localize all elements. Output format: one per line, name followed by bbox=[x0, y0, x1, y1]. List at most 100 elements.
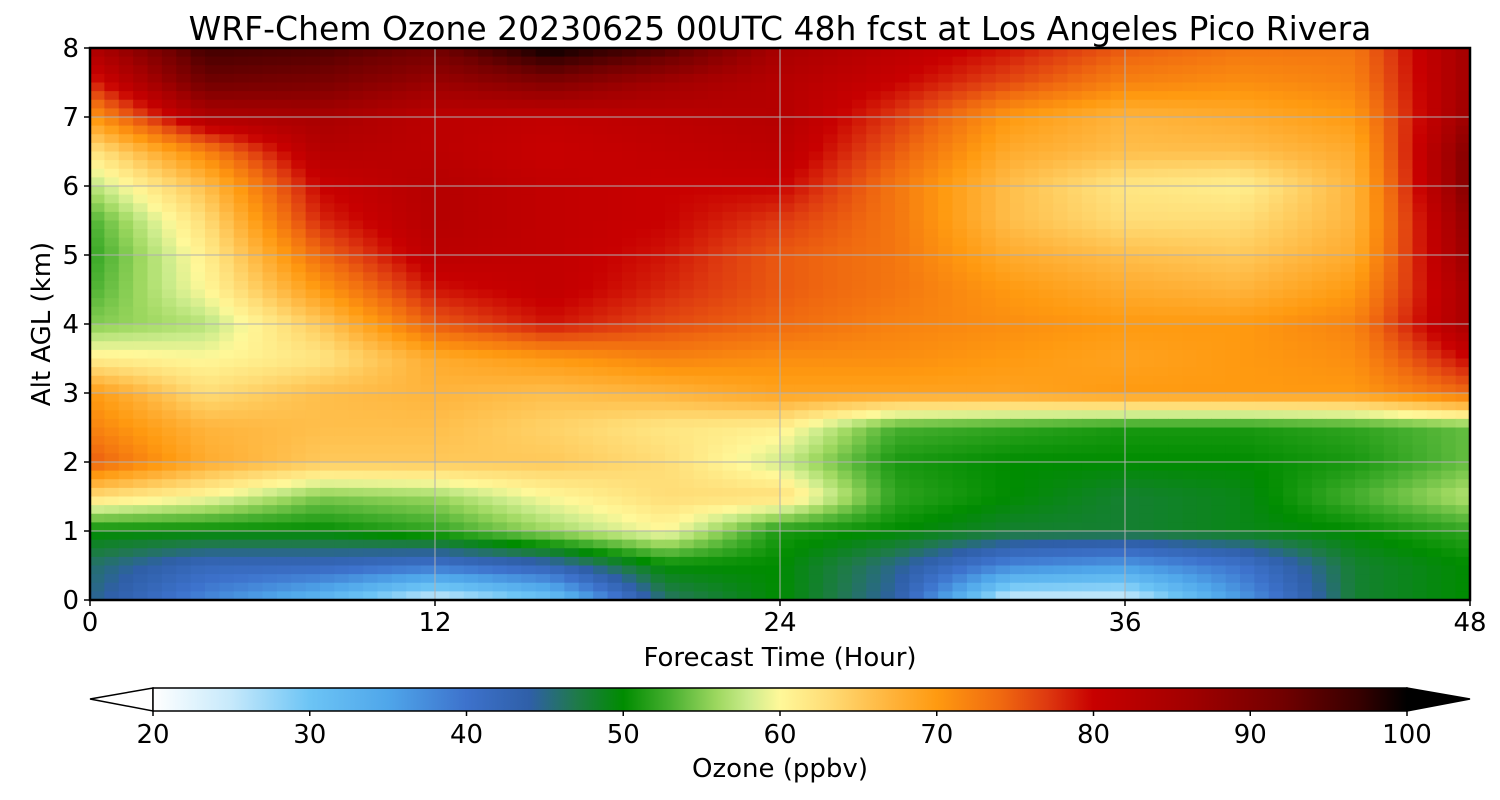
heatmap-cell bbox=[1355, 306, 1370, 316]
heatmap-cell bbox=[1311, 341, 1327, 351]
heatmap-cell bbox=[435, 186, 450, 196]
heatmap-cell bbox=[938, 401, 954, 411]
heatmap-cell bbox=[1383, 220, 1399, 230]
heatmap-cell bbox=[966, 462, 982, 472]
heatmap-cell bbox=[765, 125, 781, 135]
heatmap-cell bbox=[348, 393, 364, 403]
heatmap-cell bbox=[521, 73, 537, 84]
heatmap-cell bbox=[1455, 375, 1470, 385]
heatmap-cell bbox=[1168, 315, 1184, 325]
heatmap-cell bbox=[363, 142, 379, 153]
heatmap-cell bbox=[722, 487, 738, 498]
heatmap-cell bbox=[880, 280, 896, 291]
heatmap-cell bbox=[435, 160, 450, 170]
heatmap-cell bbox=[708, 401, 724, 411]
heatmap-cell bbox=[1182, 177, 1198, 187]
heatmap-cell bbox=[90, 487, 105, 498]
heatmap-cell bbox=[492, 367, 508, 377]
heatmap-cell bbox=[578, 401, 594, 411]
heatmap-cell bbox=[90, 108, 105, 118]
heatmap-cell bbox=[650, 168, 666, 178]
heatmap-cell bbox=[1225, 151, 1241, 161]
heatmap-cell bbox=[607, 418, 623, 429]
heatmap-cell bbox=[1067, 410, 1083, 420]
heatmap-cell bbox=[708, 220, 724, 230]
heatmap-cell bbox=[851, 82, 867, 92]
heatmap-cell bbox=[693, 177, 709, 187]
heatmap-cell bbox=[578, 117, 594, 127]
heatmap-cell bbox=[104, 436, 120, 446]
heatmap-cell bbox=[291, 246, 307, 256]
heatmap-cell bbox=[578, 142, 594, 153]
heatmap-cell bbox=[866, 315, 882, 325]
heatmap-cell bbox=[966, 384, 982, 394]
heatmap-cell bbox=[736, 358, 752, 368]
heatmap-cell bbox=[521, 349, 537, 360]
heatmap-cell bbox=[1196, 56, 1212, 66]
heatmap-cell bbox=[966, 117, 982, 127]
heatmap-cell bbox=[363, 99, 379, 109]
heatmap-cell bbox=[348, 220, 364, 230]
heatmap-cell bbox=[133, 117, 149, 127]
heatmap-cell bbox=[248, 134, 264, 144]
heatmap-cell bbox=[794, 418, 810, 429]
heatmap-cell bbox=[1196, 272, 1212, 282]
heatmap-cell bbox=[823, 117, 839, 127]
heatmap-cell bbox=[823, 263, 839, 273]
heatmap-cell bbox=[1412, 298, 1428, 308]
heatmap-cell bbox=[1340, 315, 1356, 325]
heatmap-cell bbox=[406, 393, 422, 403]
heatmap-cell bbox=[1067, 237, 1083, 247]
heatmap-cell bbox=[1412, 151, 1428, 161]
heatmap-cell bbox=[463, 393, 479, 403]
heatmap-cell bbox=[895, 306, 910, 316]
heatmap-cell bbox=[708, 470, 724, 480]
heatmap-cell bbox=[1211, 160, 1227, 170]
heatmap-cell bbox=[708, 255, 724, 265]
heatmap-cell bbox=[1139, 410, 1155, 420]
heatmap-cell bbox=[449, 332, 465, 342]
heatmap-cell bbox=[851, 272, 867, 282]
heatmap-cell bbox=[909, 384, 925, 394]
heatmap-cell bbox=[593, 48, 609, 58]
heatmap-cell bbox=[521, 99, 537, 109]
heatmap-cell bbox=[118, 255, 134, 265]
heatmap-cell bbox=[1153, 229, 1169, 239]
heatmap-cell bbox=[1268, 358, 1284, 368]
heatmap-cell bbox=[406, 298, 422, 308]
heatmap-cell bbox=[636, 427, 652, 437]
heatmap-cell bbox=[1067, 280, 1083, 291]
heatmap-cell bbox=[966, 160, 982, 170]
heatmap-cell bbox=[262, 160, 278, 170]
heatmap-cell bbox=[1038, 358, 1054, 368]
heatmap-cell bbox=[722, 393, 738, 403]
heatmap-cell bbox=[1369, 410, 1385, 420]
heatmap-cell bbox=[851, 332, 867, 342]
heatmap-cell bbox=[1398, 453, 1414, 463]
heatmap-cell bbox=[895, 401, 910, 411]
heatmap-cell bbox=[1211, 375, 1227, 385]
heatmap-cell bbox=[1398, 125, 1414, 135]
heatmap-cell bbox=[564, 220, 580, 230]
heatmap-cell bbox=[463, 73, 479, 84]
heatmap-cell bbox=[1268, 375, 1284, 385]
heatmap-cell bbox=[923, 332, 939, 342]
heatmap-cell bbox=[1081, 125, 1097, 135]
heatmap-cell bbox=[1038, 246, 1054, 256]
heatmap-cell bbox=[348, 367, 364, 377]
heatmap-cell bbox=[363, 487, 379, 498]
heatmap-cell bbox=[679, 56, 695, 66]
heatmap-cell bbox=[90, 65, 105, 75]
heatmap-cell bbox=[435, 453, 450, 463]
heatmap-cell bbox=[665, 194, 680, 204]
heatmap-cell bbox=[406, 194, 422, 204]
heatmap-cell bbox=[708, 108, 724, 118]
heatmap-cell bbox=[406, 470, 422, 480]
heatmap-cell bbox=[1196, 479, 1212, 489]
heatmap-cell bbox=[607, 237, 623, 247]
heatmap-cell bbox=[1211, 401, 1227, 411]
heatmap-cell bbox=[1297, 289, 1313, 299]
heatmap-cell bbox=[938, 427, 954, 437]
heatmap-cell bbox=[1211, 203, 1227, 213]
heatmap-cell bbox=[1067, 272, 1083, 282]
